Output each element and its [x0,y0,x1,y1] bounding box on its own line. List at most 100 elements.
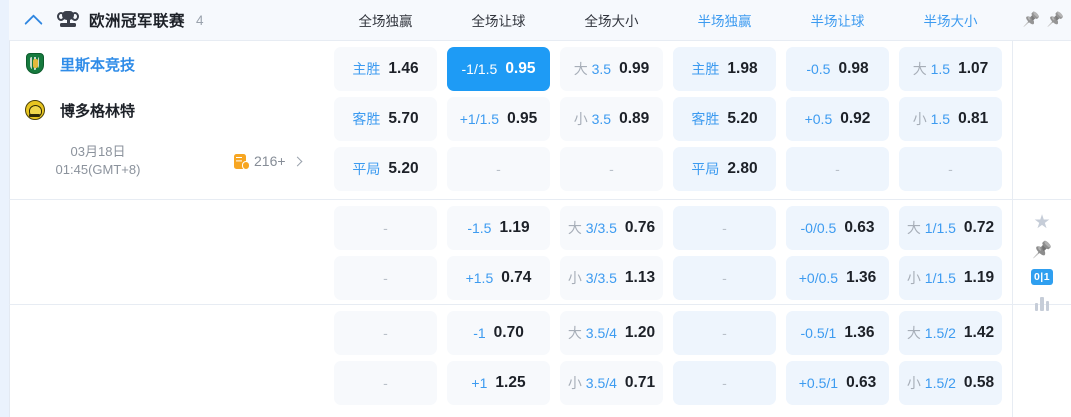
odds-cell[interactable]: +0.5/1 0.63 [786,361,889,405]
odds-value: 0.89 [619,110,650,127]
odds-cell[interactable]: +0.5 0.92 [786,97,889,141]
odds-label: -1 [473,325,486,341]
left-accent-strip [0,0,9,417]
odds-cell[interactable]: 大 1.5 1.07 [899,47,1002,91]
column-header-full-handicap[interactable]: 全场让球 [471,14,526,29]
odds-cell[interactable]: 客胜 5.20 [673,97,776,141]
odds-value: 0.95 [505,60,536,77]
odds-column-full-handicap: -1/1.5 0.95 +1/1.5 0.95 - [442,41,555,199]
odds-label: 大 3/3.5 [567,220,617,236]
odds-cell[interactable]: 小 3.5 0.89 [560,97,663,141]
odds-cell[interactable]: 主胜 1.98 [673,47,776,91]
odds-column-half-handicap: -0.5 0.98 +0.5 0.92 - [781,41,894,199]
odds-cell[interactable]: 大 1/1.5 0.72 [899,206,1002,250]
odds-cell[interactable]: -0/0.5 0.63 [786,206,889,250]
odds-column-full-handicap: -1 0.70 +1 1.25 [442,305,555,417]
empty-dash: - [496,161,501,177]
odds-value: 0.63 [846,374,877,391]
empty-dash: - [609,161,614,177]
odds-column-full-handicap: -1.5 1.19 +1.5 0.74 [442,200,555,304]
odds-label: 小 3.5 [573,111,612,127]
more-markets-link[interactable]: 216+ [233,153,302,170]
column-header-half-1x2[interactable]: 半场独赢 [697,14,752,29]
odds-column-half-1x2: - - [668,200,781,304]
market-column-headers: 全场独赢 全场让球 全场大小 半场独赢 半场让球 半场大小 [329,0,1007,40]
column-header-half-handicap[interactable]: 半场让球 [810,14,865,29]
odds-cell[interactable]: 大 3.5/4 1.20 [560,311,663,355]
odds-cell[interactable]: 平局 2.80 [673,147,776,191]
odds-cell[interactable]: 客胜 5.70 [334,97,437,141]
odds-cell[interactable]: 小 1.5 0.81 [899,97,1002,141]
match-info-spacer [9,305,329,417]
odds-cell[interactable]: 大 1.5/2 1.42 [899,311,1002,355]
home-team-name[interactable]: 里斯本竞技 [60,56,136,74]
odds-cell[interactable]: 平局 5.20 [334,147,437,191]
favorite-star-button[interactable]: ★ [1033,213,1050,232]
pin-icon[interactable] [1047,13,1062,28]
odds-cell[interactable]: -1 0.70 [447,311,550,355]
empty-dash: - [383,375,388,391]
odds-label: 大 3.5/4 [567,325,617,341]
odds-value: 1.07 [958,60,989,77]
odds-label: 大 3.5 [573,61,612,77]
odds-cell[interactable]: +1.5 0.74 [447,256,550,300]
chevron-up-icon[interactable] [23,9,45,31]
odds-label: +1.5 [465,270,494,286]
odds-value: 0.81 [958,110,989,127]
odds-cell[interactable]: +1/1.5 0.95 [447,97,550,141]
odds-value: 0.63 [844,219,875,236]
live-score-badge[interactable]: 0|1 [1030,269,1054,285]
odds-value: 1.19 [499,219,530,236]
pin-match-button[interactable]: 📌 [1032,240,1052,260]
empty-dash: - [383,220,388,236]
odds-block-3: - - -1 0.70 +1 1.25 大 3.5/4 1.20 小 3.5/4 [9,305,1071,417]
odds-value: 1.46 [388,60,419,77]
odds-label: +0.5/1 [798,375,839,391]
column-header-full-1x2[interactable]: 全场独赢 [358,14,413,29]
odds-cell[interactable]: -0.5/1 1.36 [786,311,889,355]
odds-cell-empty: - [334,206,437,250]
odds-cell[interactable]: 小 3.5/4 0.71 [560,361,663,405]
statistics-button[interactable] [1034,296,1050,311]
odds-cell[interactable]: 小 1/1.5 1.19 [899,256,1002,300]
empty-dash: - [722,270,727,286]
odds-column-full-overunder: 大 3/3.5 0.76 小 3/3.5 1.13 [555,200,668,304]
odds-value: 0.76 [624,219,656,236]
column-header-full-overunder[interactable]: 全场大小 [584,14,639,29]
odds-label: 小 3.5/4 [567,375,617,391]
odds-cell[interactable]: 大 3/3.5 0.76 [560,206,663,250]
odds-column-half-overunder: 大 1.5 1.07 小 1.5 0.81 - [894,41,1007,199]
block-divider [9,199,1071,200]
away-team-row: 博多格林特 [9,87,329,133]
bar-chart-icon [1034,296,1050,311]
match-date: 03月18日 [70,144,126,159]
odds-cell-empty: - [334,361,437,405]
odds-column-full-overunder: 大 3.5/4 1.20 小 3.5/4 0.71 [555,305,668,417]
odds-label: 小 1.5 [912,111,951,127]
block-divider [9,304,1071,305]
odds-cell[interactable]: 大 3.5 0.99 [560,47,663,91]
odds-cell[interactable]: +0/0.5 1.36 [786,256,889,300]
pin-icon: 📌 [1032,242,1052,259]
odds-cell[interactable]: 小 3/3.5 1.13 [560,256,663,300]
odds-block-2: - - -1.5 1.19 +1.5 0.74 大 3/3.5 0.76 小 3… [9,200,1071,304]
league-header-left: 欧洲冠军联赛 4 [9,0,329,40]
odds-cell[interactable]: -1.5 1.19 [447,206,550,250]
pin-icon[interactable] [1023,13,1038,28]
odds-block-1: 里斯本竞技 博多格林特 03月18日 01:45(GMT+8) 216+ [9,41,1071,199]
trophy-icon [57,10,79,30]
odds-cell[interactable]: 主胜 1.46 [334,47,437,91]
league-name[interactable]: 欧洲冠军联赛 [89,13,186,30]
odds-cell[interactable]: -0.5 0.98 [786,47,889,91]
away-team-name[interactable]: 博多格林特 [60,102,136,120]
league-header: 欧洲冠军联赛 4 全场独赢 全场让球 全场大小 半场独赢 半场让球 半场大小 [9,0,1071,40]
odds-cell-selected[interactable]: -1/1.5 0.95 [447,47,550,91]
odds-value: 1.20 [624,324,656,341]
empty-dash: - [722,375,727,391]
header-divider [9,40,1071,41]
column-header-half-overunder[interactable]: 半场大小 [923,14,978,29]
odds-label: -1.5 [467,220,492,236]
odds-cell[interactable]: 小 1.5/2 0.58 [899,361,1002,405]
empty-dash: - [383,270,388,286]
odds-cell[interactable]: +1 1.25 [447,361,550,405]
